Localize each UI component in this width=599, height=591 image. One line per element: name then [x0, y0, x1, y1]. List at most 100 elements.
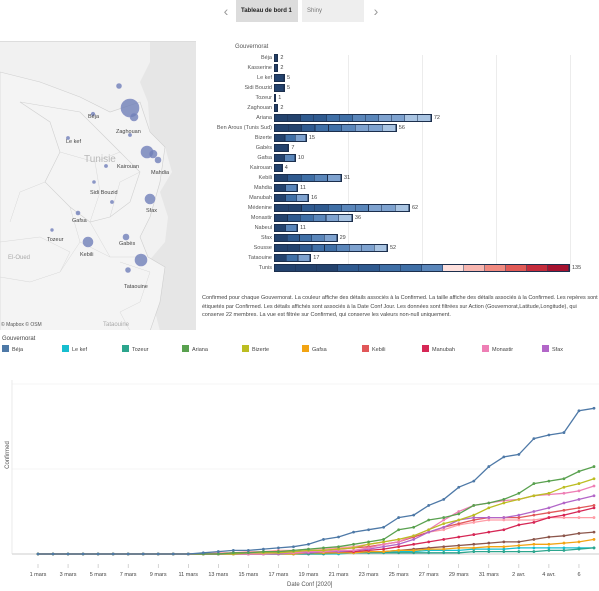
- series-point[interactable]: [592, 538, 596, 541]
- bar-mark[interactable]: [274, 94, 277, 102]
- series-point[interactable]: [532, 437, 536, 441]
- series-point[interactable]: [292, 548, 295, 552]
- series-point[interactable]: [532, 546, 536, 550]
- series-point[interactable]: [457, 546, 461, 550]
- series-point[interactable]: [487, 518, 491, 522]
- series-point[interactable]: [472, 533, 476, 536]
- bar-mark[interactable]: [274, 54, 279, 62]
- series-point[interactable]: [532, 538, 536, 541]
- series-point[interactable]: [367, 542, 370, 546]
- bar-row[interactable]: Sidi Bouzid 5: [200, 83, 599, 93]
- series-point[interactable]: [442, 518, 446, 522]
- series-point[interactable]: [171, 552, 175, 556]
- series-point[interactable]: [427, 528, 431, 532]
- bar-row[interactable]: Le kef 5: [200, 73, 599, 83]
- bar-row[interactable]: Sfax 29: [200, 233, 599, 243]
- series-point[interactable]: [502, 455, 506, 459]
- series-point[interactable]: [427, 540, 431, 544]
- series-point[interactable]: [487, 530, 491, 534]
- prev-tab-arrow-icon[interactable]: ‹: [223, 3, 229, 19]
- series-line[interactable]: [38, 465, 595, 555]
- bar-mark[interactable]: [274, 74, 285, 82]
- series-point[interactable]: [262, 550, 265, 553]
- series-point[interactable]: [231, 548, 235, 552]
- series-point[interactable]: [562, 431, 566, 434]
- series-point[interactable]: [562, 534, 566, 538]
- series-point[interactable]: [277, 546, 280, 550]
- bar-row[interactable]: Zaghouan 2: [200, 103, 599, 113]
- series-point[interactable]: [487, 465, 491, 468]
- bar-mark[interactable]: [274, 184, 299, 192]
- bar-row[interactable]: Tozeur 1: [200, 93, 599, 103]
- series-line[interactable]: [38, 407, 595, 555]
- series-point[interactable]: [457, 510, 461, 513]
- series-point[interactable]: [502, 547, 506, 551]
- series-point[interactable]: [502, 516, 506, 519]
- series-point[interactable]: [352, 548, 355, 552]
- series-point[interactable]: [397, 540, 401, 544]
- series-point[interactable]: [457, 551, 461, 555]
- series-point[interactable]: [126, 552, 130, 556]
- series-point[interactable]: [307, 542, 310, 546]
- series-point[interactable]: [502, 518, 506, 522]
- series-point[interactable]: [577, 497, 581, 501]
- series-point[interactable]: [81, 552, 85, 556]
- bar-row[interactable]: Béja 2: [200, 53, 599, 63]
- series-point[interactable]: [292, 545, 295, 549]
- series-point[interactable]: [577, 547, 581, 551]
- series-point[interactable]: [382, 545, 386, 549]
- series-point[interactable]: [592, 406, 596, 410]
- legend-item[interactable]: Béja: [2, 345, 23, 355]
- bar-row[interactable]: Nabeul 11: [200, 223, 599, 233]
- series-point[interactable]: [502, 501, 506, 505]
- series-point[interactable]: [517, 550, 521, 553]
- bar-row[interactable]: Mahdia 11: [200, 183, 599, 193]
- bar-mark[interactable]: [274, 214, 353, 222]
- series-point[interactable]: [562, 501, 566, 505]
- series-point[interactable]: [532, 550, 536, 553]
- series-point[interactable]: [457, 544, 461, 547]
- legend-item[interactable]: Sfax: [542, 345, 563, 355]
- series-point[interactable]: [547, 535, 551, 539]
- series-point[interactable]: [532, 513, 536, 517]
- legend-item[interactable]: Bizerte: [242, 345, 269, 355]
- series-point[interactable]: [487, 516, 491, 519]
- series-point[interactable]: [412, 525, 416, 529]
- series-point[interactable]: [577, 470, 581, 473]
- series-point[interactable]: [592, 504, 596, 507]
- series-point[interactable]: [577, 482, 581, 485]
- series-point[interactable]: [397, 545, 401, 549]
- series-point[interactable]: [382, 540, 386, 544]
- series-point[interactable]: [532, 510, 536, 513]
- bar-row[interactable]: Tunis 135: [200, 263, 599, 273]
- series-point[interactable]: [51, 552, 55, 556]
- series-point[interactable]: [517, 516, 521, 519]
- bar-mark[interactable]: [274, 114, 432, 122]
- series-point[interactable]: [397, 542, 401, 546]
- series-point[interactable]: [412, 513, 416, 517]
- series-point[interactable]: [532, 494, 536, 498]
- series-point[interactable]: [547, 516, 551, 519]
- series-point[interactable]: [487, 541, 491, 545]
- series-point[interactable]: [262, 547, 265, 551]
- series-point[interactable]: [382, 542, 386, 546]
- series-point[interactable]: [442, 522, 446, 526]
- series-point[interactable]: [547, 479, 551, 483]
- series-point[interactable]: [472, 521, 476, 524]
- series-point[interactable]: [502, 550, 506, 553]
- series-point[interactable]: [487, 547, 491, 551]
- bar-mark[interactable]: [274, 234, 338, 242]
- series-point[interactable]: [517, 497, 521, 501]
- series-point[interactable]: [517, 523, 521, 527]
- series-point[interactable]: [592, 477, 596, 481]
- bar-row[interactable]: Kairouan 4: [200, 163, 599, 173]
- series-point[interactable]: [397, 516, 401, 519]
- series-point[interactable]: [577, 531, 581, 535]
- series-point[interactable]: [502, 497, 506, 501]
- series-point[interactable]: [517, 546, 521, 550]
- series-point[interactable]: [487, 506, 491, 510]
- series-point[interactable]: [382, 538, 386, 541]
- bar-row[interactable]: Sousse 52: [200, 243, 599, 253]
- series-point[interactable]: [442, 545, 446, 549]
- series-point[interactable]: [532, 482, 536, 485]
